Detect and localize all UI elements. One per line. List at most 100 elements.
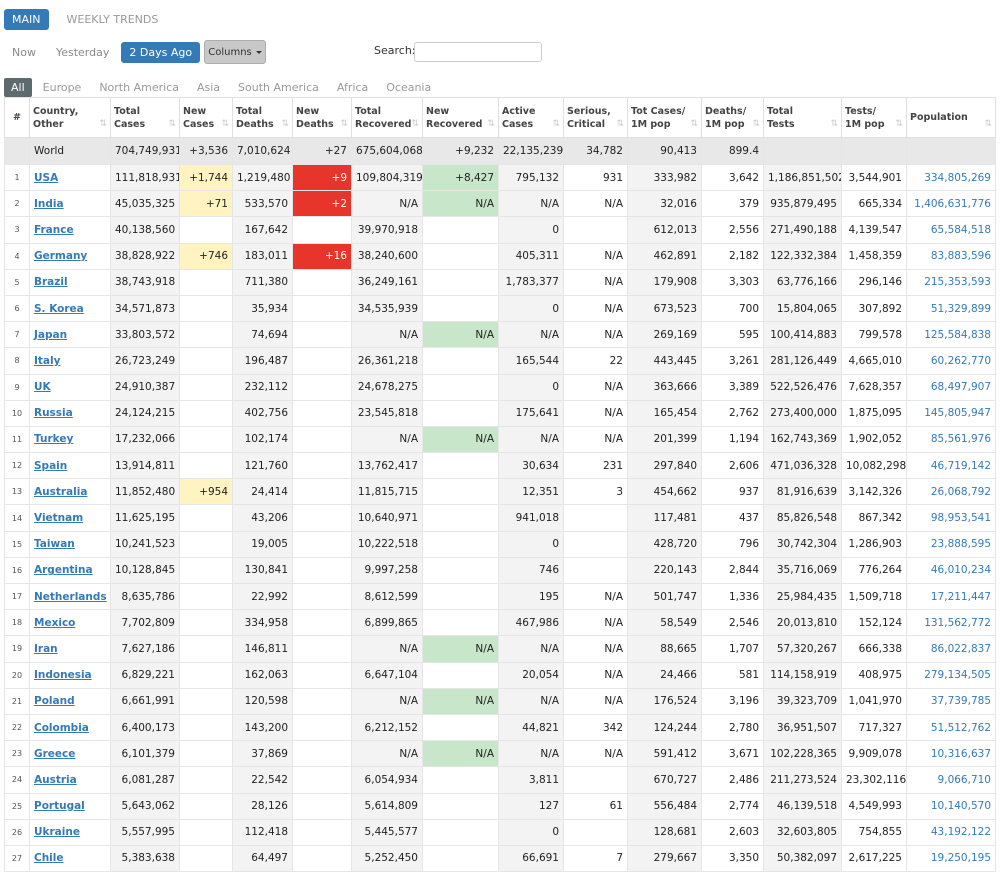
country-link[interactable]: Iran bbox=[34, 642, 58, 655]
cell-col-2: 38,828,922 bbox=[110, 242, 180, 270]
cell-col-9: N/A bbox=[563, 635, 628, 663]
country-link[interactable]: Taiwan bbox=[34, 538, 75, 551]
cell-col-7 bbox=[422, 373, 499, 401]
region-tab-asia[interactable]: Asia bbox=[196, 80, 221, 94]
country-link[interactable]: Ukraine bbox=[34, 826, 80, 839]
day-yesterday-button[interactable]: Yesterday bbox=[55, 45, 110, 59]
country-link[interactable]: USA bbox=[34, 171, 59, 184]
column-header-3[interactable]: New Cases ⇅ bbox=[179, 97, 233, 138]
column-header-4[interactable]: Total Deaths ⇅ bbox=[232, 97, 293, 138]
cell-col-12: 281,126,449 bbox=[763, 347, 842, 375]
column-header-9[interactable]: Serious, Critical ⇅ bbox=[563, 97, 628, 138]
country-link[interactable]: UK bbox=[34, 381, 51, 394]
column-header-10[interactable]: Tot Cases/1M pop ⇅ bbox=[627, 97, 702, 138]
column-header-7[interactable]: New Recovered ⇅ bbox=[422, 97, 499, 138]
column-header-label: New bbox=[183, 105, 207, 117]
cell-col-2: 6,081,287 bbox=[110, 766, 180, 794]
country-link[interactable]: S. Korea bbox=[34, 302, 84, 315]
sort-icon: ⇅ bbox=[616, 119, 624, 129]
country-link[interactable]: Turkey bbox=[34, 433, 74, 446]
country-link[interactable]: Japan bbox=[34, 328, 68, 341]
region-tab-south-america[interactable]: South America bbox=[238, 80, 319, 94]
column-header-11[interactable]: Deaths/1M pop ⇅ bbox=[701, 97, 764, 138]
country-link[interactable]: Mexico bbox=[34, 616, 76, 629]
cell-col-14: 279,134,505 bbox=[906, 661, 996, 689]
country-link[interactable]: Netherlands bbox=[34, 590, 107, 603]
country-link[interactable]: Brazil bbox=[34, 276, 68, 289]
country-link[interactable]: Colombia bbox=[34, 721, 89, 734]
cell-col-0: 5 bbox=[4, 268, 30, 296]
cell-col-0: 20 bbox=[4, 661, 30, 689]
sort-icon: ⇅ bbox=[984, 119, 992, 129]
column-header-label: Population bbox=[910, 112, 968, 123]
search-input[interactable] bbox=[414, 42, 542, 62]
cell-col-5 bbox=[292, 818, 352, 846]
column-header-12[interactable]: Total Tests ⇅ bbox=[763, 97, 842, 138]
column-header-6[interactable]: Total Recovered ⇅ bbox=[351, 97, 423, 138]
cell-col-4: 22,992 bbox=[232, 582, 293, 611]
cell-col-9: N/A bbox=[563, 582, 628, 611]
country-link[interactable]: Italy bbox=[34, 354, 61, 367]
cell-col-9 bbox=[563, 818, 628, 846]
country-cell: Russia bbox=[29, 399, 111, 427]
cell-col-7: N/A bbox=[422, 190, 499, 218]
column-header-14[interactable]: Population ⇅ bbox=[906, 97, 996, 138]
cell-col-10: 220,143 bbox=[627, 556, 702, 585]
cell-col-4: 64,497 bbox=[232, 844, 293, 872]
cell-col-10: 124,244 bbox=[627, 713, 702, 742]
cell-col-8: 795,132 bbox=[498, 163, 564, 192]
country-link[interactable]: Indonesia bbox=[34, 669, 92, 682]
cell-col-9: 231 bbox=[563, 452, 628, 480]
cell-col-12: 122,332,384 bbox=[763, 242, 842, 270]
column-header-1[interactable]: Country, Other ⇅ bbox=[29, 97, 111, 138]
country-link[interactable]: Australia bbox=[34, 485, 88, 498]
country-link[interactable]: Chile bbox=[34, 852, 64, 865]
cell-col-12: 25,984,435 bbox=[763, 582, 842, 611]
country-link[interactable]: France bbox=[34, 223, 74, 236]
cell-col-8: 405,311 bbox=[498, 242, 564, 270]
region-tab-north-america[interactable]: North America bbox=[99, 80, 179, 94]
cell-col-3 bbox=[179, 321, 233, 349]
column-header-8[interactable]: Active Cases ⇅ bbox=[498, 97, 564, 138]
tab-weekly-trends[interactable]: WEEKLY TRENDS bbox=[66, 12, 159, 26]
cell-col-9: N/A bbox=[563, 190, 628, 218]
tab-main[interactable]: MAIN bbox=[4, 8, 49, 30]
region-tab-europe[interactable]: Europe bbox=[42, 80, 82, 94]
cell-col-8: 175,641 bbox=[498, 399, 564, 427]
country-link[interactable]: Vietnam bbox=[34, 512, 84, 525]
country-link[interactable]: Russia bbox=[34, 407, 73, 420]
cell-col-3 bbox=[179, 844, 233, 872]
country-link[interactable]: Greece bbox=[34, 747, 76, 760]
region-tab-oceania[interactable]: Oceania bbox=[386, 80, 432, 94]
cell-col-7 bbox=[422, 661, 499, 689]
cell-col-10: 279,667 bbox=[627, 844, 702, 872]
column-header-13[interactable]: Tests/1M pop ⇅ bbox=[841, 97, 907, 138]
cell-col-13: 799,578 bbox=[841, 321, 907, 349]
column-header-5[interactable]: New Deaths ⇅ bbox=[292, 97, 352, 138]
table-row: 9 UK 24,910,387 232,112 24,678,275 0 N/A 363,66… bbox=[4, 373, 996, 401]
region-tab-all[interactable]: All bbox=[4, 77, 32, 97]
cell-col-5 bbox=[292, 687, 352, 715]
cell-col-5 bbox=[292, 713, 352, 742]
day-2-days-ago-button[interactable]: 2 Days Ago bbox=[121, 41, 201, 63]
cell-col-8: 20,054 bbox=[498, 661, 564, 689]
country-link[interactable]: Spain bbox=[34, 459, 68, 472]
country-cell: Spain bbox=[29, 452, 111, 480]
cell-col-6: 5,252,450 bbox=[351, 844, 423, 872]
cell-col-0: 22 bbox=[4, 713, 30, 742]
columns-button[interactable]: Columns bbox=[204, 40, 266, 64]
country-link[interactable]: Poland bbox=[34, 695, 75, 708]
column-header-0[interactable]: # bbox=[4, 97, 30, 138]
country-link[interactable]: Portugal bbox=[34, 800, 85, 813]
cell-col-2: 7,627,186 bbox=[110, 635, 180, 663]
cell-col-14: 37,739,785 bbox=[906, 687, 996, 715]
country-link[interactable]: India bbox=[34, 197, 64, 210]
column-header-2[interactable]: Total Cases ⇅ bbox=[110, 97, 180, 138]
region-tab-africa[interactable]: Africa bbox=[336, 80, 369, 94]
country-link[interactable]: Austria bbox=[34, 773, 77, 786]
cell-col-8: 467,986 bbox=[498, 609, 564, 637]
day-now-button[interactable]: Now bbox=[12, 45, 36, 59]
cell-col-10: 462,891 bbox=[627, 242, 702, 270]
country-link[interactable]: Germany bbox=[34, 250, 88, 263]
country-link[interactable]: Argentina bbox=[34, 564, 93, 577]
